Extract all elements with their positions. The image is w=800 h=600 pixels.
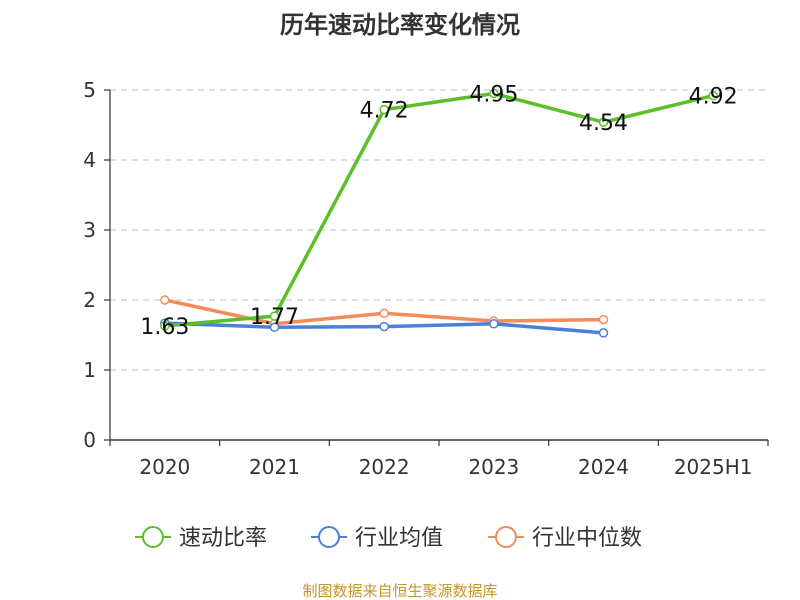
data-point-0-5 bbox=[708, 90, 718, 101]
x-tick-label-0: 2020 bbox=[139, 455, 190, 479]
y-tick-label-5: 5 bbox=[83, 78, 96, 102]
legend-item-2: 行业中位数 bbox=[488, 526, 642, 551]
y-tick-label-3: 3 bbox=[83, 218, 96, 242]
legend-label-0: 速动比率 bbox=[179, 526, 267, 551]
data-point-0-1 bbox=[269, 311, 280, 321]
data-point-0-2 bbox=[379, 104, 389, 115]
series-line-0 bbox=[164, 91, 714, 328]
y-tick-label-2: 2 bbox=[83, 288, 96, 312]
y-tick-label-4: 4 bbox=[83, 148, 96, 172]
data-label-0-1: 1.77 bbox=[250, 305, 299, 330]
grid-lines bbox=[110, 89, 768, 371]
x-tick-label-4: 2024 bbox=[578, 455, 629, 479]
legend-item-1: 行业均值 bbox=[311, 526, 443, 551]
y-tick-label-1: 1 bbox=[83, 358, 96, 382]
data-point-2-0 bbox=[160, 295, 170, 305]
data-label-0-4: 4.54 bbox=[579, 111, 628, 136]
legend-marker-2 bbox=[495, 526, 517, 548]
series-group: 1.63 1.77 4.72 4.95 4.54 4.92 bbox=[140, 83, 737, 340]
data-point-1-3 bbox=[489, 319, 499, 329]
data-point-1-4 bbox=[598, 328, 609, 338]
series-0: 1.63 1.77 4.72 4.95 4.54 4.92 bbox=[140, 83, 737, 340]
data-point-1-1 bbox=[269, 322, 280, 333]
legend-label-2: 行业中位数 bbox=[532, 526, 642, 551]
legend-label-1: 行业均值 bbox=[355, 526, 443, 551]
data-point-0-4 bbox=[598, 117, 609, 127]
x-tick-label-2: 2022 bbox=[359, 455, 410, 479]
x-tick-label-5: 2025H1 bbox=[674, 455, 753, 479]
legend-marker-0 bbox=[142, 526, 164, 548]
legend: 速动比率 行业均值 行业中位数 bbox=[135, 526, 642, 551]
x-tick-label-1: 2021 bbox=[249, 455, 300, 479]
data-label-0-3: 4.95 bbox=[469, 83, 518, 108]
data-point-0-3 bbox=[489, 88, 499, 99]
y-tick-label-0: 0 bbox=[83, 428, 96, 452]
data-point-1-2 bbox=[379, 321, 389, 332]
data-label-0-2: 4.72 bbox=[360, 99, 409, 124]
data-point-2-2 bbox=[379, 308, 389, 319]
axes: 0 1 2 3 4 5 2020 2021 2022 2023 2024 2025H1 bbox=[83, 78, 769, 479]
legend-item-0: 速动比率 bbox=[135, 526, 267, 551]
data-point-2-4 bbox=[598, 314, 609, 325]
chart-title: 历年速动比率变化情况 bbox=[280, 11, 520, 39]
data-label-0-0: 1.63 bbox=[140, 315, 189, 340]
x-tick-label-3: 2023 bbox=[468, 455, 519, 479]
data-label-0-5: 4.92 bbox=[689, 85, 738, 110]
legend-marker-1 bbox=[318, 526, 340, 548]
source-note: 制图数据来自恒生聚源数据库 bbox=[302, 582, 497, 600]
data-point-0-0 bbox=[160, 321, 170, 331]
